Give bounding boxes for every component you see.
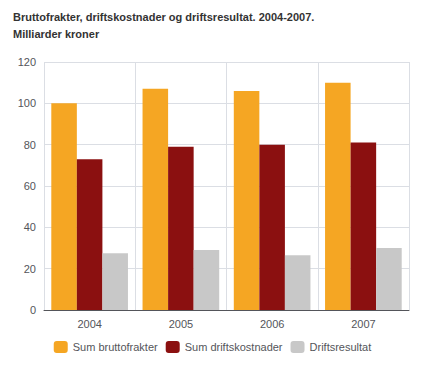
svg-text:2006: 2006 — [260, 318, 284, 330]
svg-text:40: 40 — [24, 221, 36, 233]
svg-text:120: 120 — [18, 56, 36, 68]
svg-text:Sum bruttofrakter: Sum bruttofrakter — [73, 341, 158, 353]
svg-text:2007: 2007 — [351, 318, 375, 330]
svg-text:Bruttofrakter, driftskostnader: Bruttofrakter, driftskostnader og drifts… — [13, 11, 314, 23]
svg-text:Sum driftskostnader: Sum driftskostnader — [185, 341, 283, 353]
svg-text:Driftsresultat: Driftsresultat — [310, 341, 372, 353]
svg-text:100: 100 — [18, 97, 36, 109]
svg-text:2005: 2005 — [169, 318, 193, 330]
svg-text:2004: 2004 — [77, 318, 101, 330]
svg-text:60: 60 — [24, 180, 36, 192]
svg-text:0: 0 — [30, 304, 36, 316]
svg-text:20: 20 — [24, 263, 36, 275]
svg-text:Milliarder kroner: Milliarder kroner — [13, 28, 100, 40]
svg-text:80: 80 — [24, 139, 36, 151]
